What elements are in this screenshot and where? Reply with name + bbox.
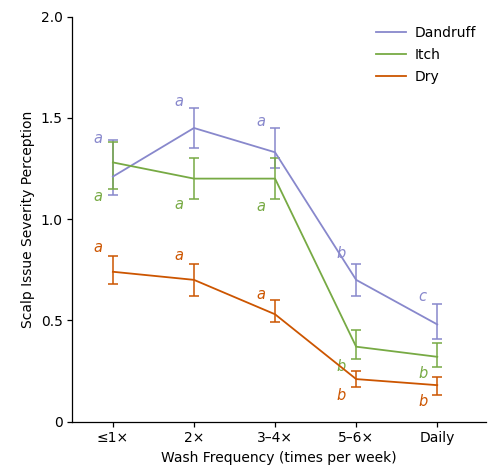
Text: a: a: [175, 94, 184, 109]
Text: a: a: [175, 198, 184, 212]
X-axis label: Wash Frequency (times per week): Wash Frequency (times per week): [162, 451, 397, 465]
Text: b: b: [418, 366, 427, 380]
Text: b: b: [337, 359, 346, 375]
Text: b: b: [418, 394, 427, 409]
Text: a: a: [175, 248, 184, 263]
Text: a: a: [256, 199, 265, 215]
Text: b: b: [337, 246, 346, 261]
Text: a: a: [94, 189, 103, 204]
Text: a: a: [94, 130, 103, 146]
Text: a: a: [94, 240, 103, 255]
Text: a: a: [256, 287, 265, 301]
Legend: Dandruff, Itch, Dry: Dandruff, Itch, Dry: [370, 21, 482, 89]
Y-axis label: Scalp Issue Severity Perception: Scalp Issue Severity Perception: [21, 110, 35, 328]
Text: a: a: [256, 114, 265, 129]
Text: b: b: [337, 388, 346, 403]
Text: c: c: [418, 288, 426, 304]
